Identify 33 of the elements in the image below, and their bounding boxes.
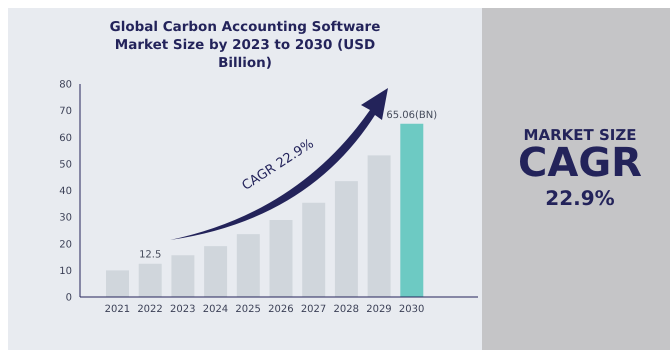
bar: [334, 181, 358, 297]
x-tick-label: 2029: [366, 304, 392, 316]
y-tick-label: 0: [66, 292, 72, 304]
x-tick-label: 2024: [202, 304, 228, 316]
x-tick-label: 2023: [170, 304, 196, 316]
bar: [270, 220, 292, 297]
bar: [204, 246, 228, 297]
y-tick-label: 70: [59, 106, 72, 118]
x-tick-label: 2025: [235, 304, 261, 316]
bar: [368, 155, 391, 297]
y-tick-label: 20: [59, 239, 72, 250]
x-tick-label: 2026: [268, 304, 294, 316]
data-label: 12.5: [139, 250, 162, 261]
y-tick-label: 30: [59, 212, 72, 224]
x-tick-label: 2030: [398, 304, 424, 316]
bar: [138, 264, 162, 297]
bar: [171, 255, 194, 297]
bar: [236, 234, 260, 297]
x-tick-label: 2028: [334, 304, 359, 316]
bar: [400, 124, 424, 297]
x-tick-label: 2021: [104, 304, 130, 316]
data-label: 65.06(BN): [386, 110, 438, 121]
bar: [302, 202, 326, 297]
y-tick-label: 40: [59, 186, 72, 198]
y-tick-label: 80: [59, 80, 72, 91]
chart-title: Global Carbon Accounting Software Market Size by 2023 to 2030 (USD Billion): [108, 18, 382, 72]
y-tick-label: 60: [59, 132, 72, 144]
y-tick-label: 50: [59, 159, 72, 170]
x-tick-label: 2022: [137, 304, 163, 316]
x-tick-label: 2027: [300, 304, 326, 316]
bar: [106, 270, 129, 297]
y-tick-label: 10: [59, 266, 72, 277]
text: 22.9%: [544, 186, 616, 210]
